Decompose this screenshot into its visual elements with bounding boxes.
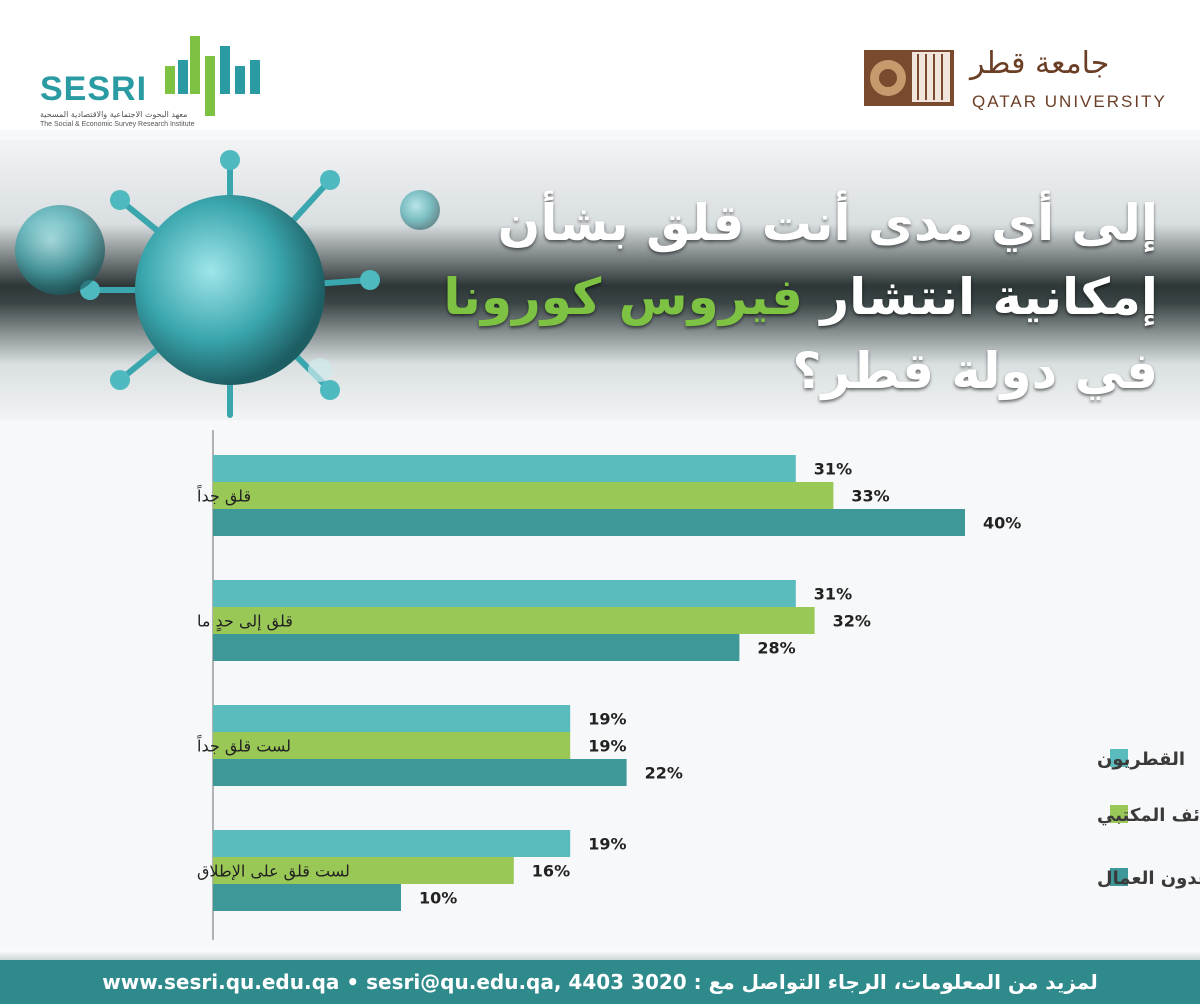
sesri-name: SESRI [40,70,148,108]
footer-contact: www.sesri.qu.edu.qa • sesri@qu.edu.qa, 4… [102,970,1098,994]
banner-title-line-3: في دولة قطر؟ [792,342,1158,400]
footer-stripe [0,950,1200,960]
bar-value-label: 19% [588,835,626,854]
bar-chart: 31% 33% 40% قلق جداً 31% 32% 28% قلق إلى حدٍ ما… [0,425,1200,950]
banner-title-line-2-text: إمكانية انتشار [802,268,1158,326]
category-label: قلق جداً [196,484,251,507]
header: SESRI معهد البحوث الاجتماعية والاقتصادية… [0,0,1200,130]
legend-label: القطريون [1097,749,1185,770]
bar-value-label: 22% [645,764,683,783]
sesri-english-name: The Social & Economic Survey Research In… [40,121,195,128]
virus-illustration-icon [15,150,440,418]
bar-3-3 [213,759,627,786]
bar-1-3 [213,509,965,536]
bar-value-label: 31% [814,460,852,479]
sesri-logo: SESRI معهد البحوث الاجتماعية والاقتصادية… [40,30,320,130]
bar-4-1 [213,830,571,857]
chart-svg: 31% 33% 40% قلق جداً 31% 32% 28% قلق إلى حدٍ ما… [196,430,1200,940]
bar-value-label: 40% [983,514,1021,533]
banner-title-line-2: إمكانية انتشار فيروس كورونا [398,260,1158,334]
bar-1-2 [213,482,834,509]
title-banner: إلى أي مدى أنت قلق بشأن إمكانية انتشار ف… [0,140,1200,420]
bar-2-2 [213,607,815,634]
qu-english-name: QATAR UNIVERSITY [972,92,1167,111]
bar-1-1 [213,455,796,482]
legend-swatch [1110,868,1128,886]
bar-3-1 [213,705,571,732]
bar-value-label: 33% [851,487,889,506]
bar-value-label: 31% [814,585,852,604]
legend-swatch [1110,749,1128,767]
legend-label: الوافدون ذوي الوظائف المكتبي [1097,805,1200,826]
bar-3-2 [213,732,571,759]
banner-title-line-1: إلى أي مدى أنت قلق بشأن [497,194,1158,252]
banner-title: إلى أي مدى أنت قلق بشأن إمكانية انتشار ف… [398,186,1158,408]
bar-value-label: 19% [588,710,626,729]
legend-label: الوافدون العمال [1097,868,1200,889]
category-label: لست قلق جداً [196,734,291,757]
bar-value-label: 16% [532,862,570,881]
bar-2-3 [213,634,740,661]
sesri-bars-icon [165,36,260,116]
bar-2-1 [213,580,796,607]
bar-value-label: 28% [757,639,795,658]
bar-value-label: 10% [419,889,457,908]
bar-value-label: 19% [588,737,626,756]
qu-emblem-icon [864,50,954,106]
bar-value-label: 32% [833,612,871,631]
qu-arabic-name: جامعة قطر [970,46,1110,81]
qatar-university-logo: جامعة قطر QATAR UNIVERSITY [860,40,1165,120]
category-label: قلق إلى حدٍ ما [197,612,293,632]
banner-title-highlight: فيروس كورونا [443,268,803,326]
category-label: لست قلق على الإطلاق [197,862,350,882]
bar-4-3 [213,884,401,911]
bar-4-2 [213,857,514,884]
sesri-arabic-name: معهد البحوث الاجتماعية والاقتصادية المسح… [40,110,188,119]
footer: www.sesri.qu.edu.qa • sesri@qu.edu.qa, 4… [0,960,1200,1004]
legend-swatch [1110,805,1128,823]
